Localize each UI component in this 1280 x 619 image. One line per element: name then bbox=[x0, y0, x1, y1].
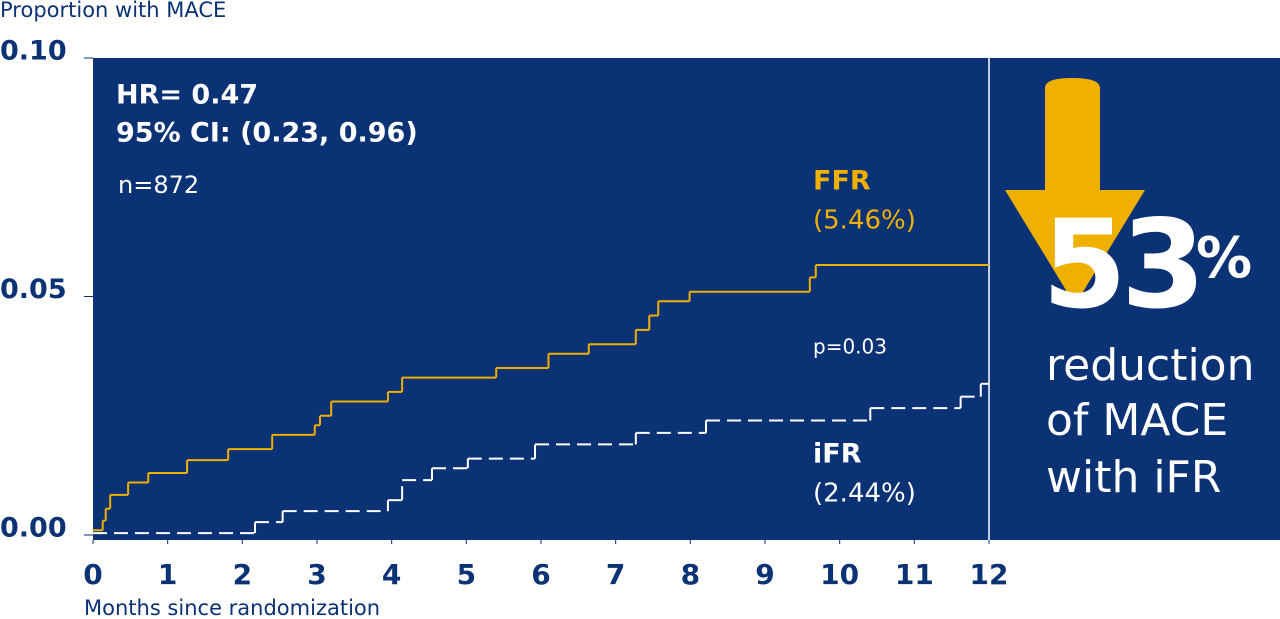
callout-line: reduction bbox=[1046, 340, 1254, 391]
x-tick-label: 4 bbox=[382, 558, 401, 591]
x-tick-label: 7 bbox=[606, 558, 625, 591]
x-tick-label: 9 bbox=[755, 558, 774, 591]
y-tick-label: 0.10 bbox=[0, 36, 67, 67]
ffr-label: FFR bbox=[813, 166, 871, 197]
x-axis-title: Months since randomization bbox=[84, 596, 380, 619]
x-tick-label: 0 bbox=[83, 558, 102, 591]
x-tick-label: 1 bbox=[158, 558, 177, 591]
y-tick-label: 0.00 bbox=[0, 513, 67, 544]
x-tick-label: 3 bbox=[307, 558, 326, 591]
p-value: p=0.03 bbox=[813, 335, 887, 359]
x-tick-label: 2 bbox=[233, 558, 252, 591]
callout-number: 53 bbox=[1042, 194, 1200, 336]
hr-text: HR= 0.47 bbox=[116, 80, 258, 111]
x-tick-label: 12 bbox=[970, 558, 1009, 591]
x-tick-label: 11 bbox=[895, 558, 934, 591]
callout-unit: % bbox=[1196, 226, 1252, 291]
ffr-rate: (5.46%) bbox=[813, 206, 916, 236]
y-tick-label: 0.05 bbox=[0, 274, 67, 305]
ifr-rate: (2.44%) bbox=[813, 479, 916, 509]
x-tick-label: 8 bbox=[681, 558, 700, 591]
ci-text: 95% CI: (0.23, 0.96) bbox=[116, 118, 418, 149]
ifr-label: iFR bbox=[813, 439, 862, 470]
y-axis-title: Proportion with MACE bbox=[0, 0, 226, 22]
callout-line: with iFR bbox=[1046, 452, 1221, 503]
x-tick-label: 5 bbox=[457, 558, 476, 591]
callout-line: of MACE bbox=[1046, 395, 1228, 446]
down-arrow bbox=[1005, 78, 1145, 305]
x-tick-label: 10 bbox=[820, 558, 859, 591]
n-text: n=872 bbox=[118, 171, 199, 199]
x-tick-label: 6 bbox=[531, 558, 550, 591]
